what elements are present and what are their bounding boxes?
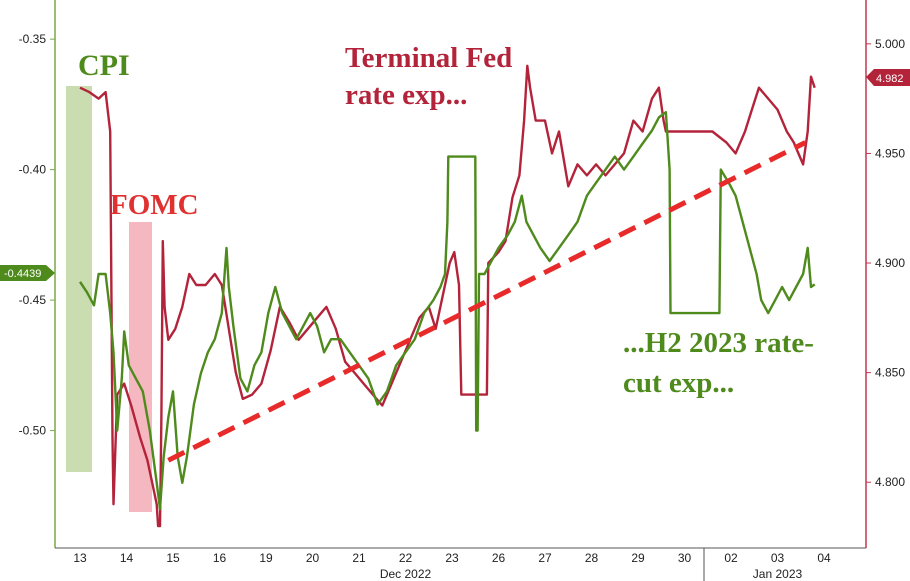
left-tick-label: -0.45 xyxy=(19,293,47,307)
x-tick-label: 23 xyxy=(445,551,459,565)
x-tick-label: 22 xyxy=(399,551,413,565)
left-tick-label: -0.35 xyxy=(19,32,47,46)
x-tick-label: 27 xyxy=(538,551,552,565)
left-tick-label: -0.50 xyxy=(19,424,47,438)
x-tick-label: 26 xyxy=(492,551,506,565)
terminal-annotation-line2: rate exp... xyxy=(345,79,467,111)
cut-annotation-line1: ...H2 2023 rate- xyxy=(623,327,814,359)
right-tick-label: 4.850 xyxy=(875,366,905,380)
x-tick-label: 19 xyxy=(259,551,273,565)
cpi-band xyxy=(66,86,92,472)
x-ticks: 13 14 15 16 19 20 21 22 23 26 27 28 29 30 02 03 04 Dec 20… xyxy=(73,551,831,581)
cpi-annotation: CPI xyxy=(78,49,130,82)
series-line-1 xyxy=(79,111,816,511)
trend-line xyxy=(167,140,807,463)
x-tick-label: 02 xyxy=(724,551,738,565)
x-group-label: Jan 2023 xyxy=(753,567,803,581)
right-current-badge: 4.982 xyxy=(866,69,910,86)
x-group-label: Dec 2022 xyxy=(380,567,432,581)
x-tick-label: 15 xyxy=(166,551,180,565)
right-tick-label: 4.950 xyxy=(875,146,905,160)
series-line-0 xyxy=(79,64,816,528)
terminal-annotation-line1: Terminal Fed xyxy=(345,42,512,74)
left-tick-label: -0.40 xyxy=(19,163,47,177)
left-current-value: -0.4439 xyxy=(4,268,41,280)
fomc-annotation: FOMC xyxy=(110,189,199,221)
x-tick-label: 28 xyxy=(585,551,599,565)
fomc-band xyxy=(129,222,152,512)
right-current-value: 4.982 xyxy=(876,73,904,85)
right-ticks: 5.000 4.950 4.900 4.850 4.800 xyxy=(866,37,905,489)
x-tick-label: 03 xyxy=(771,551,785,565)
right-tick-label: 4.800 xyxy=(875,475,905,489)
right-tick-label: 4.900 xyxy=(875,256,905,270)
x-tick-label: 21 xyxy=(352,551,366,565)
left-current-badge: -0.4439 xyxy=(0,265,55,281)
x-tick-label: 16 xyxy=(213,551,227,565)
right-tick-label: 5.000 xyxy=(875,37,905,51)
x-tick-label: 20 xyxy=(306,551,320,565)
x-tick-label: 30 xyxy=(678,551,692,565)
x-tick-label: 29 xyxy=(631,551,645,565)
x-tick-label: 04 xyxy=(817,551,831,565)
left-ticks: -0.35 -0.40 -0.45 -0.50 xyxy=(19,32,55,438)
x-tick-label: 14 xyxy=(120,551,134,565)
series-layer xyxy=(79,64,816,528)
x-tick-label: 13 xyxy=(73,551,87,565)
cut-annotation-line2: cut exp... xyxy=(623,367,734,399)
